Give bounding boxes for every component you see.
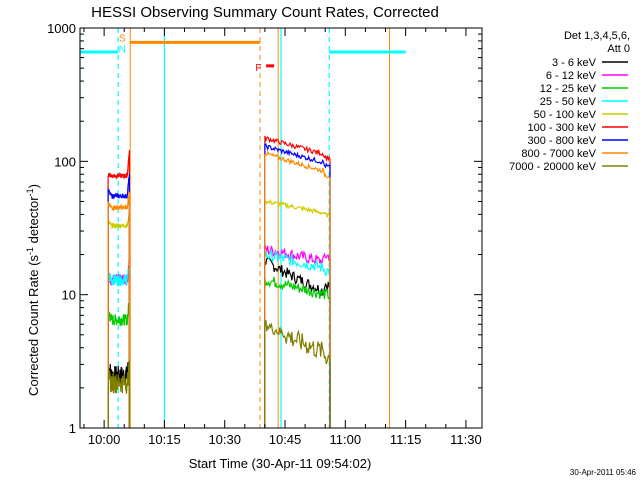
x-axis: 10:00 10:15 10:30 10:45 11:00 11:15 11:30 [83, 28, 482, 447]
x-axis-label: Start Time (30-Apr-11 09:54:02) [189, 456, 372, 471]
y-tick-label: 100 [54, 154, 76, 169]
legend-label: 100 - 300 keV [528, 122, 597, 134]
legend-label: 3 - 6 keV [552, 57, 597, 69]
series-line [264, 198, 331, 428]
series-line [107, 298, 130, 428]
plot-area: SN F [79, 27, 483, 429]
series-line [107, 212, 130, 428]
series-line [107, 150, 130, 428]
y-axis-label-mid: detector [26, 196, 41, 247]
x-tick-label: 10:30 [208, 432, 241, 447]
y-axis-label-sup1: -1 [25, 247, 35, 255]
series-line [264, 250, 331, 428]
series-line [107, 174, 130, 428]
legend-header-detectors: Det 1,3,4,5,6, [564, 30, 630, 42]
legend-header-attenuator: Att 0 [607, 43, 630, 55]
plot-frame [79, 27, 483, 429]
marker-label: F [255, 63, 261, 74]
marker-label: S [119, 33, 126, 44]
y-axis-label-sup2: -1 [25, 188, 35, 196]
y-tick-label: 1000 [47, 21, 76, 36]
series-line [107, 265, 130, 428]
series-line [264, 244, 331, 428]
series-line [264, 319, 331, 428]
legend-label: 6 - 12 keV [546, 70, 597, 82]
legend-label: 800 - 7000 keV [521, 148, 596, 160]
series-line [107, 360, 130, 428]
series-line [264, 150, 331, 428]
chart-title: HESSI Observing Summary Count Rates, Cor… [91, 4, 439, 21]
x-tick-label: 11:30 [450, 432, 482, 447]
series-line [107, 191, 130, 428]
series-line [264, 276, 331, 428]
x-tick-label: 10:15 [148, 432, 181, 447]
legend-label: 25 - 50 keV [540, 96, 597, 108]
legend-label: 50 - 100 keV [534, 109, 597, 121]
x-tick-label: 10:45 [269, 432, 302, 447]
y-tick-label: 10 [62, 288, 76, 303]
series-line [264, 143, 331, 428]
x-tick-label: 11:15 [390, 432, 422, 447]
legend-label: 12 - 25 keV [540, 83, 597, 95]
series-line [264, 135, 331, 428]
y-axis-label-main: Corrected Count Rate (s [26, 255, 41, 396]
y-axis: 1 10 100 1000 [47, 21, 482, 436]
marker-label: N [119, 45, 126, 56]
x-tick-label: 11:00 [330, 432, 362, 447]
legend-label: 7000 - 20000 keV [509, 161, 597, 173]
x-tick-label: 10:00 [88, 432, 121, 447]
y-tick-label: 1 [69, 421, 76, 436]
generation-timestamp: 30-Apr-2011 05:46 [570, 468, 637, 477]
y-axis-label: Corrected Count Rate (s-1 detector-1) [25, 184, 41, 396]
y-axis-label-end: ) [26, 184, 41, 188]
legend-label: 300 - 800 keV [528, 135, 597, 147]
